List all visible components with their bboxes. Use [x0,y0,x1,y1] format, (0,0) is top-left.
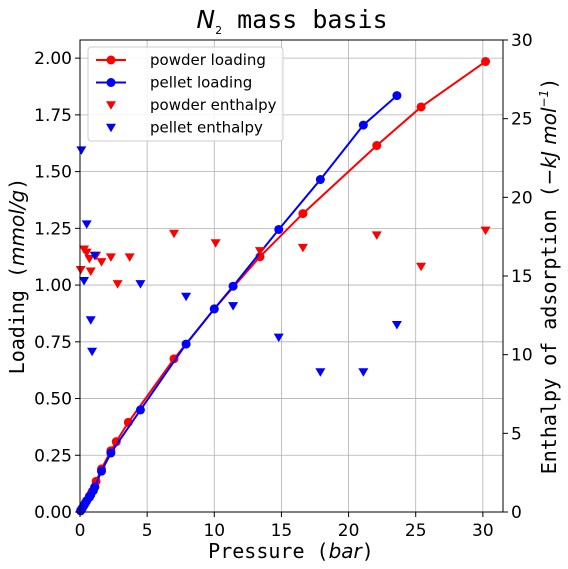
y-tick-label: 0.25 [34,446,72,466]
y-tick-label: 1.25 [34,219,72,239]
title-symbol: N [196,5,215,34]
data-point [76,146,87,155]
legend-label: pellet loading [150,74,252,92]
y2-tick-label: 5 [511,424,522,444]
data-point [481,57,491,67]
x-tick-label: 30 [472,521,494,541]
series-powder-enthalpy [75,226,491,289]
x-tick-label: 20 [338,521,360,541]
data-point [391,321,402,330]
legend-label: powder loading [150,51,266,69]
title-text: mass basis [222,5,388,34]
data-point [210,239,221,248]
data-point [75,265,86,275]
legend-label: powder enthalpy [150,96,277,114]
data-point [106,448,116,458]
data-point [81,248,92,258]
data-point [480,226,491,236]
legend-item: pellet loading [96,74,252,92]
data-point [254,247,265,256]
x-tick-label: 25 [405,521,427,541]
legend-item: pellet enthalpy [106,119,263,137]
y2-tick-label: 10 [511,346,533,366]
title-subscript: 2 [215,24,222,37]
y-tick-label: 0.00 [34,503,72,523]
x-tick-label: 5 [142,521,153,541]
data-point [358,120,368,130]
legend-marker [106,78,116,87]
legend-marker [106,55,116,65]
data-point [358,368,369,377]
legend-label: pellet enthalpy [150,119,263,137]
data-point [105,253,116,262]
data-point [90,482,100,492]
data-point [372,141,382,151]
legend-item: powder loading [96,51,266,69]
y-tick-label: 1.00 [34,276,72,296]
y2-tick-label: 25 [511,110,533,130]
x-tick-label: 15 [271,521,293,541]
data-point [96,466,106,476]
legend-box [87,46,284,142]
y2-tick-label: 30 [511,31,533,51]
data-point [111,437,121,447]
data-point [228,281,238,291]
series-pellet-enthalpy [76,146,402,377]
data-point [87,347,98,357]
series-pellet-loading [76,91,402,516]
y-axis-left: 0.00 0.25 0.50 0.75 1.00 1.25 1.50 1.75 2.00 [34,49,80,523]
data-point [274,224,284,234]
data-point [392,91,402,101]
x-axis: 0 5 10 15 20 25 30 [75,512,494,541]
data-point [84,254,95,264]
y2-tick-label: 15 [511,267,533,287]
y-tick-label: 1.75 [34,106,72,126]
data-point [169,229,179,239]
data-point [371,231,382,240]
data-point [135,280,146,289]
data-point [315,175,325,185]
data-point [81,220,92,229]
data-point [181,292,192,302]
y-tick-label: 1.50 [34,163,72,183]
data-point [416,102,426,112]
y2-axis-label: Enthalpy of adsorption (−kJ mol−1) [537,78,561,475]
data-point [85,316,96,325]
legend: powder loading pellet loading powder entha… [87,46,284,142]
y2-tick-label: 20 [511,188,533,208]
data-point [416,262,427,272]
data-point [112,280,123,289]
y-tick-label: 0.75 [34,333,72,353]
data-point [297,243,308,253]
legend-item: powder enthalpy [106,96,277,114]
legend-marker [106,101,116,110]
x-tick-label: 10 [203,521,225,541]
data-point [135,405,145,415]
y-tick-label: 0.50 [34,390,72,410]
data-point [79,276,90,286]
data-point [124,253,135,262]
data-point [228,302,239,311]
y-axis-label: Loading (mmol/g) [5,178,29,375]
legend-marker [106,123,116,133]
data-point [89,251,100,261]
x-tick-label: 0 [75,521,86,541]
chart-title: N2 mass basis [196,5,387,37]
y-axis-right: 0 5 10 15 20 25 30 [503,31,533,523]
data-point [85,267,96,277]
y2-tick-label: 0 [511,503,522,523]
data-point [315,368,326,377]
data-point [181,339,191,349]
data-point [298,209,308,219]
data-point [273,333,284,343]
x-axis-label: Pressure (bar) [208,539,374,563]
y-tick-label: 2.00 [34,49,72,69]
data-point [96,258,107,267]
data-point [209,304,219,314]
